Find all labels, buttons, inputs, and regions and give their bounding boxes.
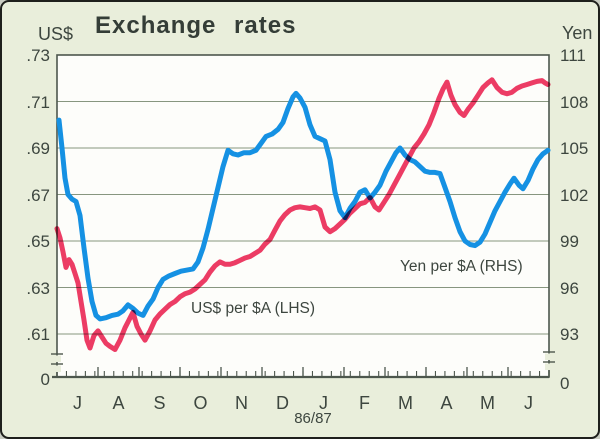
month-label: S (153, 393, 166, 413)
chart-title: Exchange rates (95, 12, 297, 39)
axis-break-gap (53, 355, 61, 362)
month-label: D (276, 393, 289, 413)
month-label: J (524, 393, 533, 413)
right-axis-unit-label: Yen (562, 23, 593, 43)
axis-break-gap (545, 353, 553, 360)
month-label: O (193, 393, 208, 413)
right-axis-tick-label: 105 (560, 139, 589, 158)
month-label: M (398, 393, 413, 413)
right-axis-tick-label: 111 (560, 46, 586, 65)
left-axis-tick-label: .73 (26, 46, 50, 65)
right-axis-tick-label: 99 (560, 232, 579, 251)
right-axis-tick-label: 93 (560, 325, 579, 344)
month-label: J (73, 393, 82, 413)
yen-line (54, 77, 551, 352)
axis-break-gap (545, 363, 553, 370)
month-label: M (480, 393, 495, 413)
month-label: A (440, 393, 453, 413)
left-axis-tick-label: .67 (26, 185, 50, 205)
right-axis-zero-label: 0 (560, 374, 570, 393)
right-axis-tick-label: 108 (560, 92, 589, 112)
left-axis-tick-label: .69 (26, 139, 50, 158)
left-axis-tick-label: .71 (26, 92, 50, 112)
lhs-series-label: US$ per $A (LHS) (191, 300, 316, 317)
month-label: A (112, 393, 125, 413)
right-axis-tick-label: 96 (560, 278, 579, 298)
usd-line (56, 90, 551, 322)
month-label: F (359, 393, 370, 413)
left-axis-unit-label: US$ (38, 24, 74, 44)
month-label: N (235, 393, 248, 413)
right-axis-tick-label: 102 (560, 185, 589, 205)
month-label: J (319, 393, 328, 413)
period-label: 86/87 (294, 410, 332, 427)
left-axis-tick-label: .65 (26, 232, 50, 251)
axis-break-gap (53, 365, 61, 372)
left-axis-zero-label: 0 (40, 370, 50, 389)
rhs-series-label: Yen per $A (RHS) (400, 258, 523, 275)
left-axis-tick-label: .61 (26, 325, 50, 344)
left-axis-tick-label: .63 (26, 278, 50, 298)
